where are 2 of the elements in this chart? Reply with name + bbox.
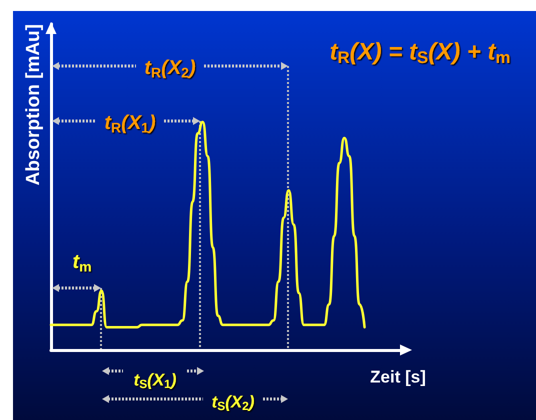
y-axis-title: Absorption [mAu] (23, 24, 44, 186)
x-axis-title: Zeit [s] (370, 368, 426, 386)
